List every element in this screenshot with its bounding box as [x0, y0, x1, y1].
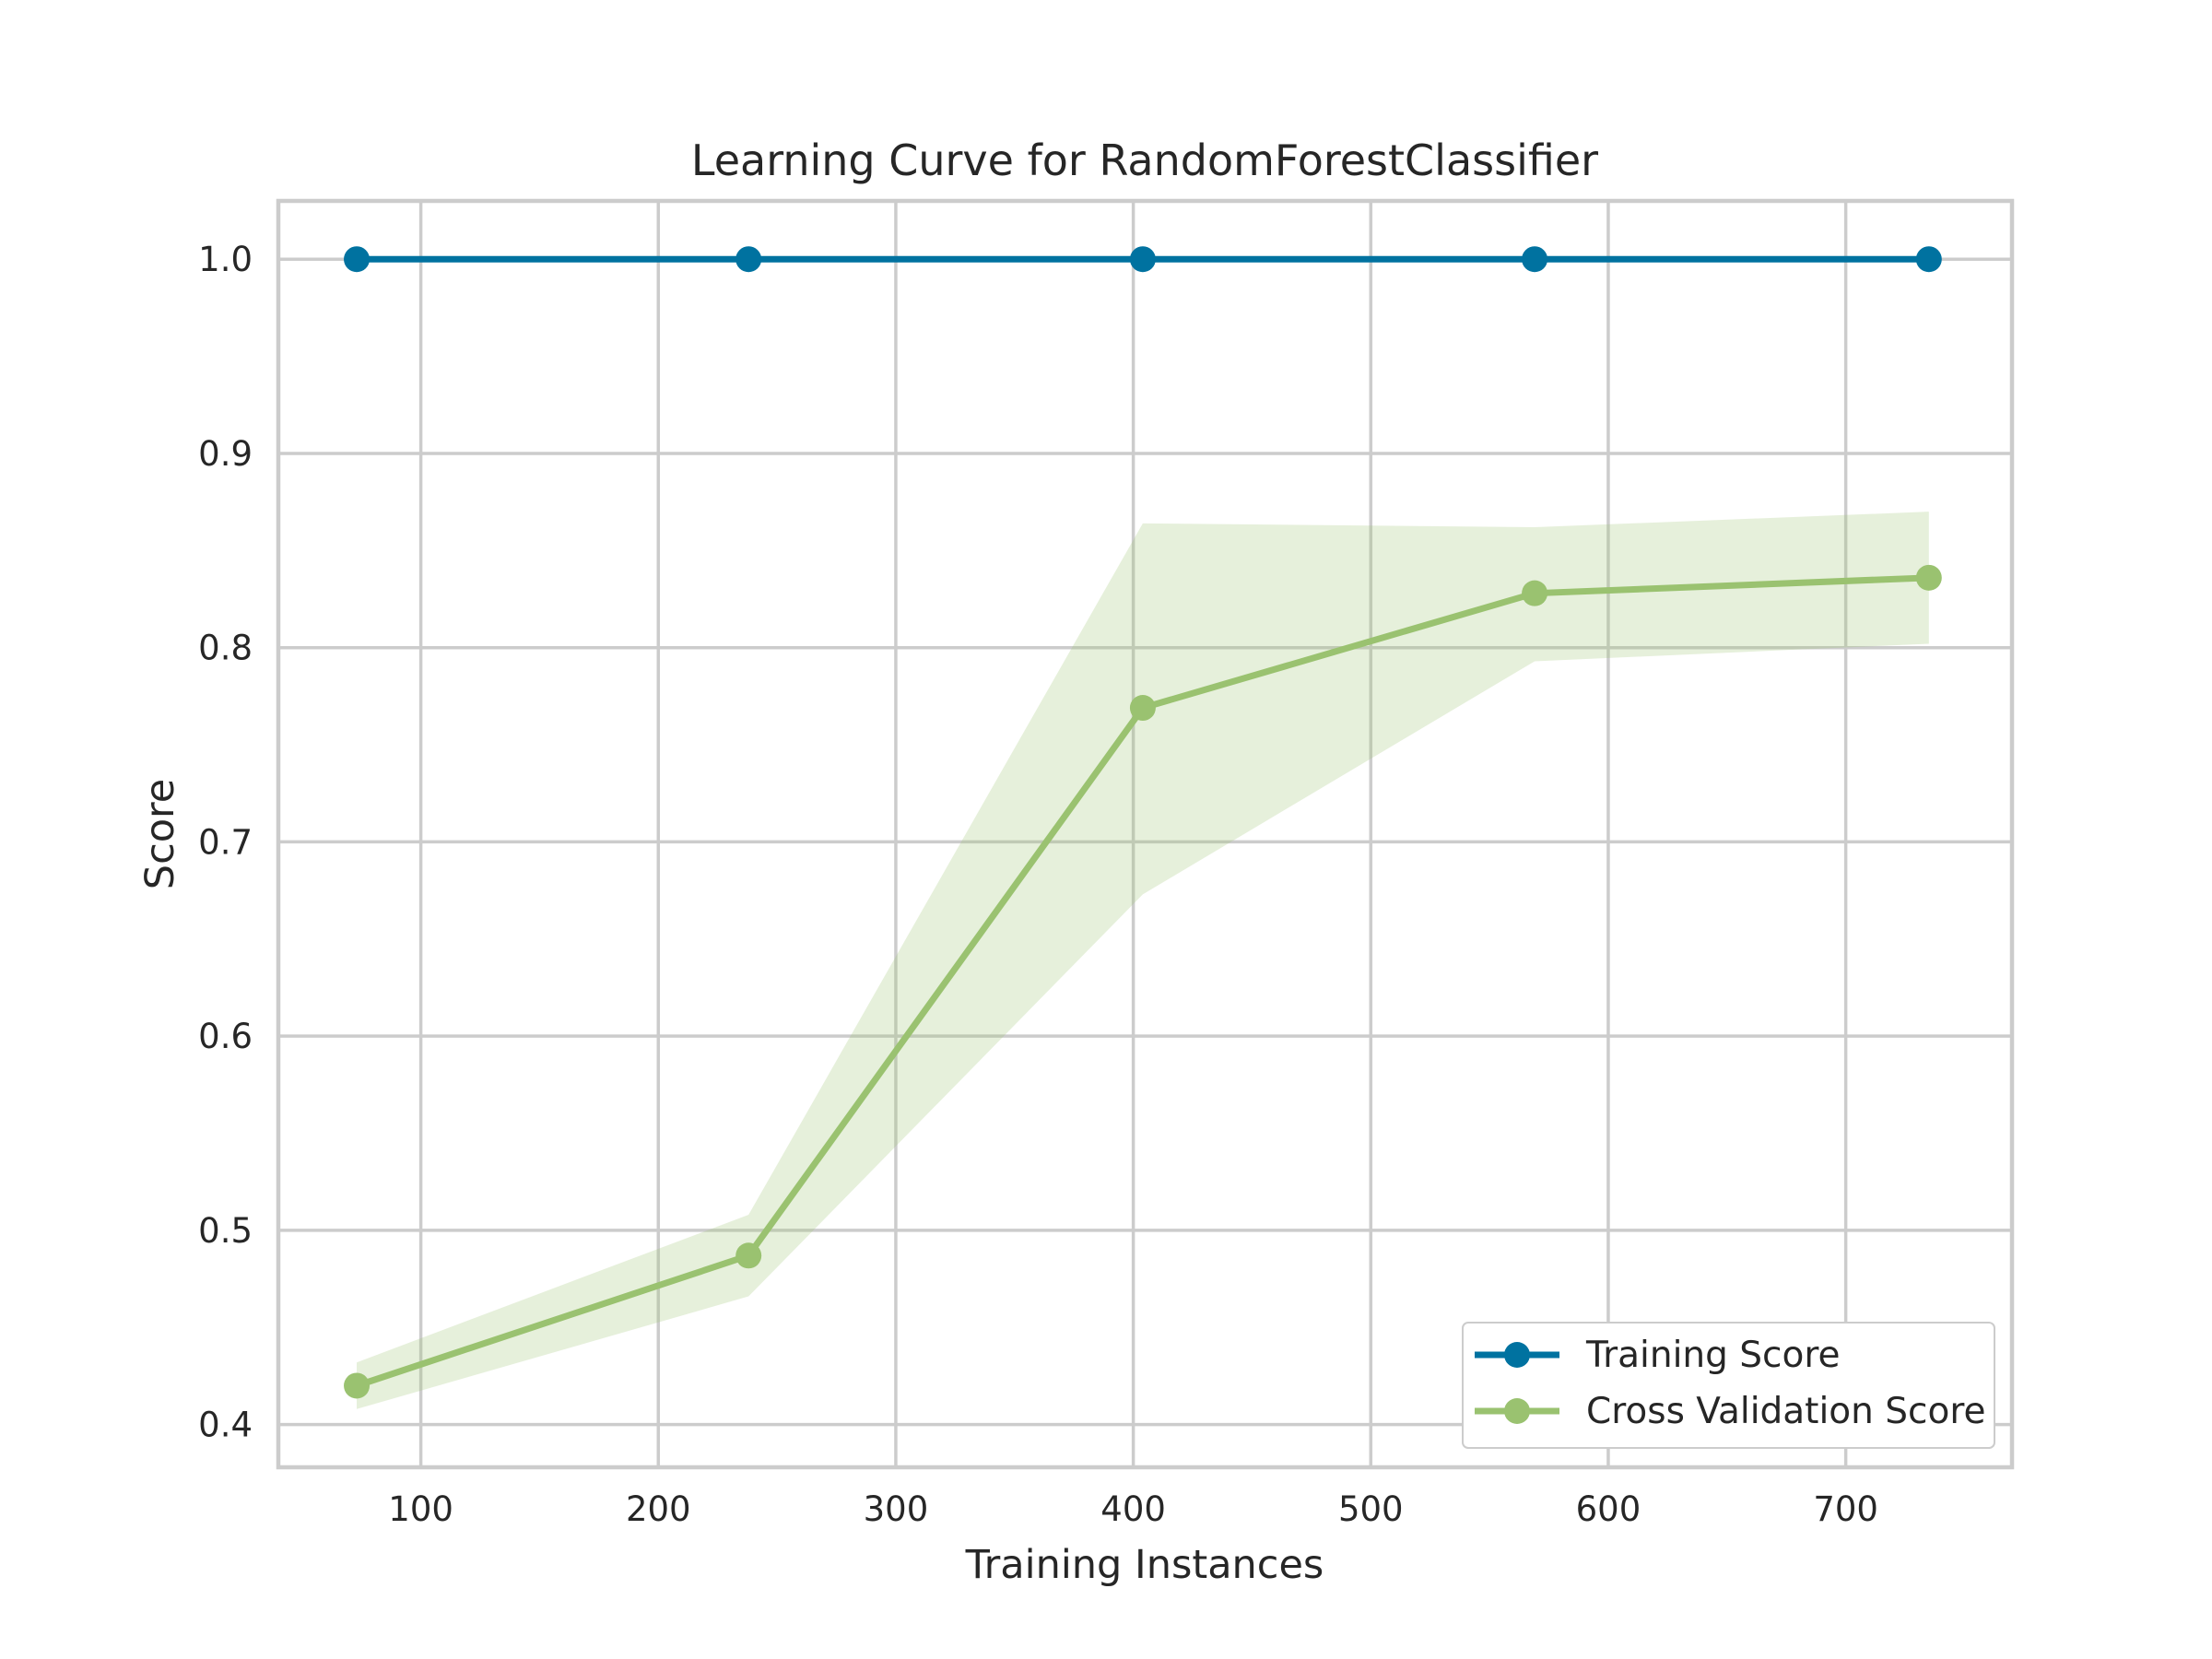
legend: Training Score Cross Validation Score — [1462, 1322, 1995, 1449]
training-score-point — [735, 246, 762, 273]
training-score-point — [1915, 246, 1942, 273]
series-points — [344, 246, 1942, 1399]
y-tick-label: 0.8 — [198, 629, 253, 668]
cross-validation-score-band — [357, 512, 1929, 1409]
cross-validation-score-point — [1522, 580, 1548, 606]
cross-validation-score-point — [1129, 695, 1156, 722]
chart-title: Learning Curve for RandomForestClassifie… — [691, 135, 1598, 185]
training-score-point — [344, 246, 371, 273]
x-tick-label: 500 — [1338, 1489, 1404, 1529]
x-tick-labels: 100 200 300 400 500 600 700 — [388, 1489, 1878, 1529]
x-tick-label: 700 — [1813, 1489, 1878, 1529]
legend-label-training-score: Training Score — [1585, 1335, 1841, 1376]
y-tick-label: 1.0 — [198, 240, 253, 279]
y-tick-label: 0.9 — [198, 434, 253, 474]
legend-marker-cross-validation-score — [1504, 1398, 1530, 1424]
y-tick-label: 0.5 — [198, 1211, 253, 1251]
training-score-point — [1522, 246, 1548, 273]
legend-box — [1462, 1322, 1995, 1449]
x-axis-label: Training Instances — [965, 1542, 1324, 1588]
y-tick-label: 0.7 — [198, 822, 253, 862]
training-score-point — [1129, 246, 1156, 273]
plot-frame — [276, 198, 2015, 1470]
cross-validation-score-point — [344, 1372, 371, 1399]
y-tick-labels: 0.4 0.5 0.6 0.7 0.8 0.9 1.0 — [198, 240, 253, 1444]
x-tick-label: 400 — [1100, 1489, 1166, 1529]
confidence-bands — [357, 512, 1929, 1409]
x-tick-label: 300 — [864, 1489, 929, 1529]
x-tick-label: 200 — [626, 1489, 691, 1529]
y-tick-label: 0.4 — [198, 1406, 253, 1445]
legend-marker-training-score — [1504, 1342, 1530, 1368]
cross-validation-score-point — [1915, 564, 1942, 591]
legend-label-cross-validation-score: Cross Validation Score — [1586, 1391, 1986, 1432]
x-tick-label: 600 — [1576, 1489, 1641, 1529]
x-tick-label: 100 — [388, 1489, 453, 1529]
y-tick-label: 0.6 — [198, 1017, 253, 1056]
y-axis-label: Score — [137, 779, 183, 889]
cross-validation-score-point — [735, 1242, 762, 1269]
